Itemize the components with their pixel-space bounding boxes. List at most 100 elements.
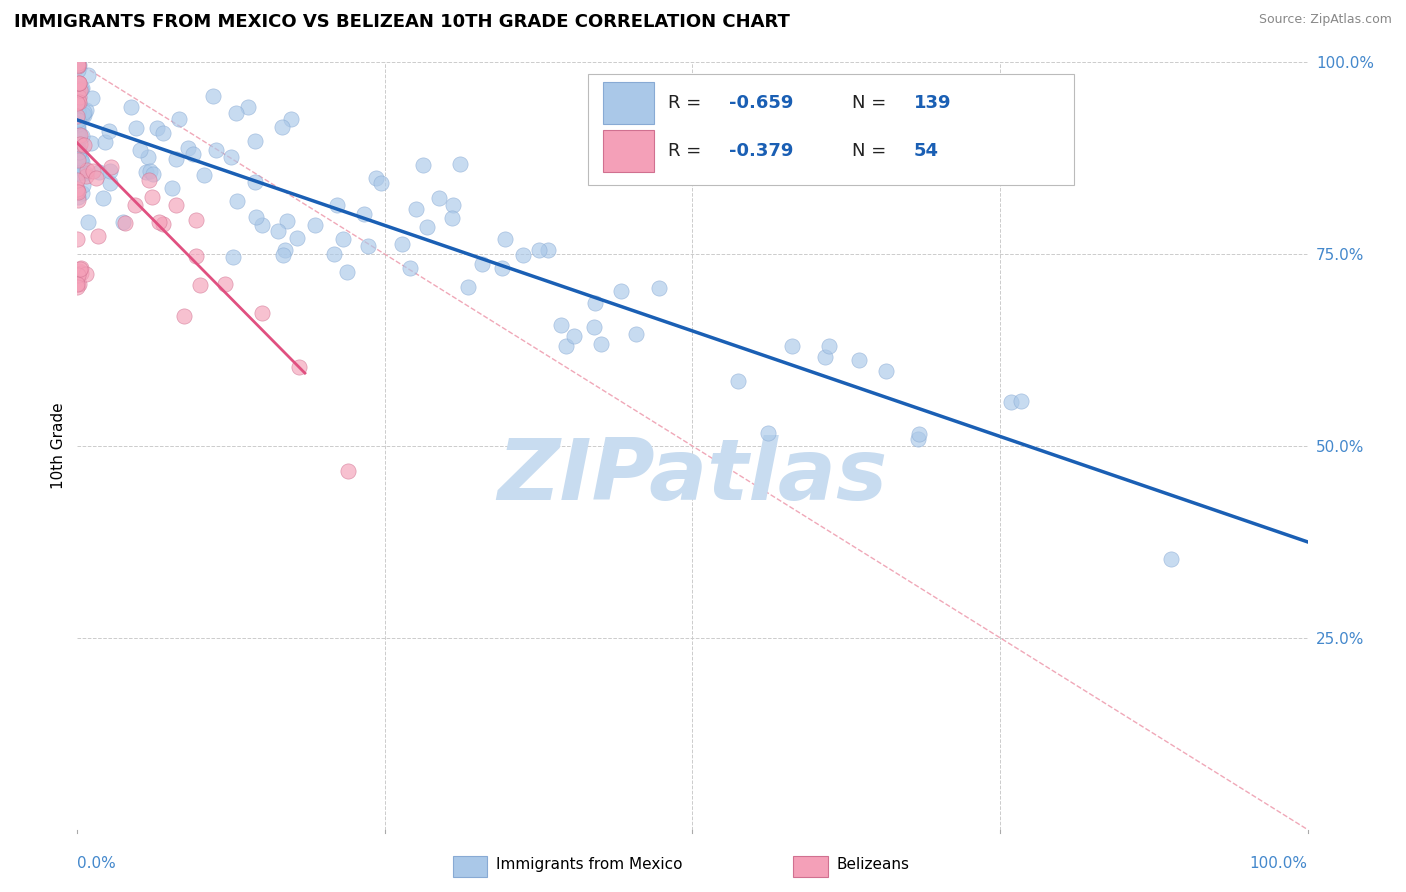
Point [66,118,89,132]
Point [440,211,463,225]
Point [111,215,134,229]
Point [177,141,200,155]
Point [67,277,90,291]
Point [73,105,96,120]
Point [337,464,360,478]
Point [537,243,560,257]
Point [67,139,90,153]
Point [427,191,450,205]
Point [66,166,89,180]
Point [66,76,89,90]
Point [75,103,97,117]
Text: Belizeans: Belizeans [837,856,910,871]
Point [66,58,89,72]
Point [66,79,89,94]
Point [66,42,89,56]
Point [332,232,354,246]
Point [69,261,91,276]
Point [70,128,93,143]
Point [162,181,184,195]
Point [585,295,607,310]
Point [245,211,267,225]
Point [98,124,121,138]
Point [67,158,90,172]
Point [66,127,89,141]
Point [70,266,93,280]
Point [72,107,94,121]
Point [391,237,413,252]
Point [84,170,107,185]
Point [370,177,392,191]
Point [121,100,143,114]
Text: 100.0%: 100.0% [1250,856,1308,871]
Point [98,176,121,190]
Point [148,215,170,229]
Point [152,126,174,140]
Point [66,96,89,111]
Point [67,97,90,112]
Point [727,374,749,388]
Point [67,117,90,131]
Point [399,260,422,275]
Point [72,178,94,193]
Point [1160,552,1182,566]
Point [69,83,91,97]
FancyBboxPatch shape [793,855,828,877]
Point [75,267,97,281]
Point [66,121,89,136]
Point [908,427,931,442]
Point [67,128,90,143]
Point [69,262,91,277]
FancyBboxPatch shape [588,74,1074,186]
Point [322,247,344,261]
Point [173,309,195,323]
Point [202,89,225,103]
Point [66,153,89,168]
Point [66,95,89,110]
Point [66,40,89,54]
Point [280,112,302,127]
Point [98,164,121,178]
Point [165,152,187,166]
Point [67,58,90,72]
Point [66,82,89,96]
Point [165,198,187,212]
Point [66,112,89,126]
Point [66,149,89,163]
Point [226,194,249,208]
Point [250,218,273,232]
Point [66,184,89,198]
Point [66,193,89,207]
Point [66,142,89,156]
Point [756,426,779,441]
Point [67,95,90,110]
Point [67,145,90,160]
Point [80,90,103,104]
Point [73,166,96,180]
Point [76,163,98,178]
Point [146,120,169,135]
Point [100,161,122,175]
Point [193,168,215,182]
Point [245,175,267,189]
Point [69,153,91,167]
Point [267,224,290,238]
Point [276,214,298,228]
Point [527,244,550,258]
Point [875,364,897,378]
Point [67,128,90,143]
Point [364,171,387,186]
Point [512,248,534,262]
Point [66,112,89,127]
Point [135,164,157,178]
Point [441,198,464,212]
Text: 0.0%: 0.0% [77,856,117,871]
Y-axis label: 10th Grade: 10th Grade [51,402,66,490]
Point [69,136,91,151]
Point [87,164,110,178]
Text: 139: 139 [914,94,952,112]
Point [66,173,89,187]
Point [77,215,100,229]
Point [124,198,146,212]
Point [554,339,576,353]
